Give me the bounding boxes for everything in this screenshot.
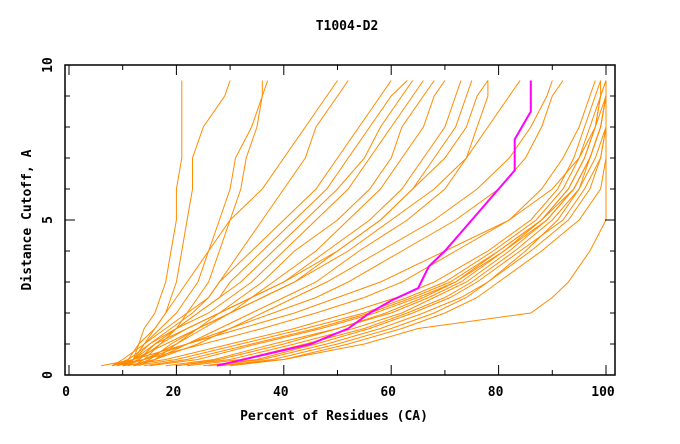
model-line-15 xyxy=(101,80,607,367)
model-line-17 xyxy=(127,80,553,367)
x-tick-label: 20 xyxy=(166,385,182,400)
model-line-22 xyxy=(117,80,338,367)
model-line-27 xyxy=(133,80,408,367)
plot-frame xyxy=(64,64,616,376)
chart-title: T1004-D2 xyxy=(316,19,379,34)
x-tick-label: 100 xyxy=(591,385,615,400)
model-line-32 xyxy=(122,80,263,367)
x-axis-label: Percent of Residues (CA) xyxy=(240,409,428,424)
y-tick-label: 10 xyxy=(41,57,56,73)
model-line-19 xyxy=(122,80,489,367)
model-line-28 xyxy=(117,80,349,367)
model-line-2 xyxy=(203,80,607,367)
model-line-4 xyxy=(230,80,607,367)
model-line-25 xyxy=(111,80,424,367)
model-line-34 xyxy=(117,80,462,367)
model-line-21 xyxy=(111,80,392,367)
x-tick-label: 0 xyxy=(62,385,70,400)
x-tick-label: 40 xyxy=(273,385,289,400)
model-line-9 xyxy=(122,80,602,367)
x-tick-label: 80 xyxy=(488,385,504,400)
model-line-26 xyxy=(122,80,446,367)
model-line-12 xyxy=(219,80,607,367)
y-tick-label: 5 xyxy=(41,216,56,224)
y-axis-label: Distance Cutoff, A xyxy=(20,149,35,290)
model-line-8 xyxy=(133,80,602,367)
axes: 0 20 40 60 80 100 0 5 10 xyxy=(41,57,616,400)
model-line-31 xyxy=(138,80,435,367)
model-line-24 xyxy=(127,80,183,367)
y-tick-label: 0 xyxy=(41,371,56,379)
model-line-18 xyxy=(111,80,521,367)
highlight-line xyxy=(216,80,532,367)
model-line-29 xyxy=(122,80,269,367)
series-lines xyxy=(101,80,607,367)
model-line-7 xyxy=(149,80,607,367)
x-tick-label: 60 xyxy=(380,385,396,400)
model-line-14 xyxy=(176,80,607,367)
model-line-16 xyxy=(117,80,564,367)
model-line-23 xyxy=(122,80,231,367)
model-line-20 xyxy=(133,80,489,367)
model-line-33 xyxy=(133,80,473,367)
